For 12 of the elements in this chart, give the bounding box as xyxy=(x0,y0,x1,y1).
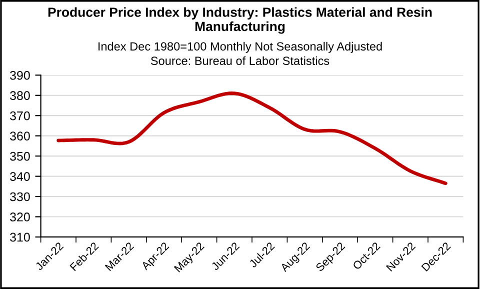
chart-title: Producer Price Index by Industry: Plastics Material and Resin Manufacturing xyxy=(48,7,432,34)
y-tick-label: 370 xyxy=(10,111,30,120)
y-tick-label: 390 xyxy=(10,70,30,80)
chart-subtitle: Index Dec 1980=100 Monthly Not Seasonally Adjusted xyxy=(98,42,382,53)
source-note: Source: Bureau of Labor Statistics xyxy=(150,56,330,66)
y-tick-label: 350 xyxy=(10,152,30,161)
y-tick-label: 310 xyxy=(10,232,30,242)
y-tick-label: 320 xyxy=(10,212,30,222)
y-tick-label: 340 xyxy=(10,172,30,181)
y-tick-label: 380 xyxy=(10,91,30,100)
y-tick-label: 360 xyxy=(10,132,30,140)
y-tick-label: 330 xyxy=(10,192,30,202)
